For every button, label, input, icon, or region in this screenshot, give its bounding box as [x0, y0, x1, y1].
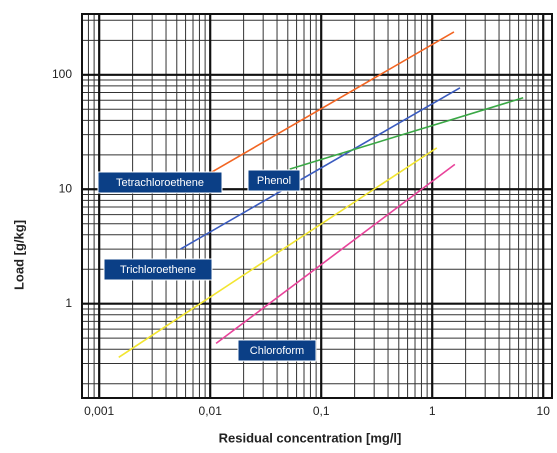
line-label-box: [237, 339, 317, 362]
x-tick-label: 0,01: [199, 404, 223, 418]
x-tick-label: 0,1: [313, 404, 330, 418]
line-label: Phenol: [257, 175, 291, 187]
line-label-box: [97, 171, 223, 194]
line-label-box: [103, 258, 213, 281]
x-axis-title: Residual concentration [mg/l]: [219, 430, 402, 445]
line-label: Chloroform: [250, 345, 304, 357]
line-label: Trichloroethene: [120, 264, 196, 276]
line-label: Tetrachloroethene: [116, 177, 204, 189]
data-line: [215, 163, 456, 345]
data-line: [189, 31, 455, 186]
data-line: [180, 87, 461, 250]
line-label-box: [247, 169, 301, 192]
data-line: [118, 147, 438, 358]
y-tick-label: 100: [52, 67, 72, 81]
x-tick-label: 0,001: [84, 404, 114, 418]
y-tick-label: 1: [65, 296, 72, 310]
y-tick-label: 10: [59, 181, 73, 195]
x-tick-label: 1: [429, 404, 436, 418]
plot-frame: [81, 13, 553, 399]
x-tick-label: 10: [537, 404, 551, 418]
y-axis-title: Load [g/kg]: [11, 220, 26, 290]
data-line: [289, 97, 524, 170]
